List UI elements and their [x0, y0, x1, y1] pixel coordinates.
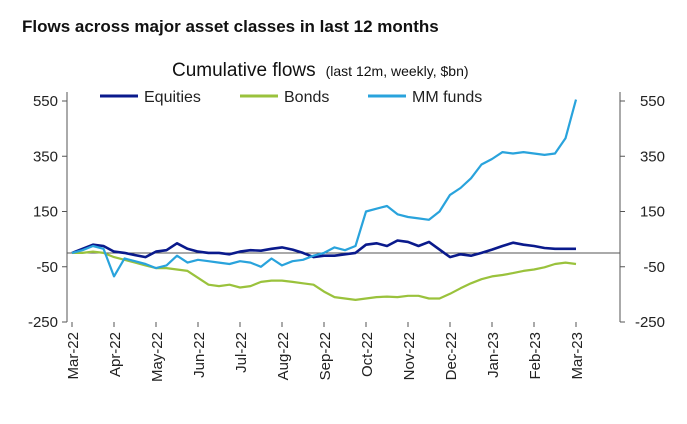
y-tick-label-left: 350 [33, 148, 58, 165]
legend: Equities Bonds MM funds [100, 89, 482, 106]
x-tick-label: Oct-22 [359, 332, 376, 377]
series-line-mm-funds [71, 99, 578, 278]
legend-label-mm-funds: MM funds [412, 89, 482, 106]
x-tick-label: Mar-23 [569, 332, 586, 380]
x-tick-label: Apr-22 [107, 332, 124, 377]
figure-title: Flows across major asset classes in last… [22, 17, 439, 36]
x-tick-label: Dec-22 [443, 332, 460, 380]
y-tick-label-right: 550 [640, 93, 665, 110]
series-lines [71, 99, 578, 301]
x-tick-label: May-22 [149, 332, 166, 382]
x-ticks: Mar-22 Apr-22 May-22 Jun-22 Jul-22 Aug-22 Sep-… [65, 322, 586, 382]
y-tick-label-right: -50 [643, 259, 665, 276]
x-tick-label: Jan-23 [485, 332, 502, 378]
y-tick-label-left: -50 [36, 259, 58, 276]
y-tick-label-right: -250 [635, 314, 665, 331]
x-tick-label: Mar-22 [65, 332, 82, 380]
y-tick-label-right: 150 [640, 204, 665, 221]
x-tick-label: Jun-22 [191, 332, 208, 378]
x-tick-label: Feb-23 [527, 332, 544, 380]
x-tick-label: Jul-22 [233, 332, 250, 373]
y-tick-label-left: -250 [28, 314, 58, 331]
chart-title-note: (last 12m, weekly, $bn) [326, 63, 469, 79]
y-tick-label-left: 550 [33, 93, 58, 110]
y-tick-label-left: 150 [33, 204, 58, 221]
legend-label-bonds: Bonds [284, 89, 329, 106]
series-line-bonds [72, 250, 577, 301]
y-ticks-right: 550 350 150 -50 -250 [620, 93, 665, 331]
chart-title-main: Cumulative flows [172, 60, 316, 81]
chart-title: Cumulative flows (last 12m, weekly, $bn) [172, 60, 469, 81]
x-tick-label: Nov-22 [401, 332, 418, 380]
legend-label-equities: Equities [144, 89, 201, 106]
series-line-equities [71, 239, 576, 259]
y-ticks-left: 550 350 150 -50 -250 [28, 93, 67, 331]
y-tick-label-right: 350 [640, 148, 665, 165]
x-tick-label: Sep-22 [317, 332, 334, 380]
x-tick-label: Aug-22 [275, 332, 292, 380]
